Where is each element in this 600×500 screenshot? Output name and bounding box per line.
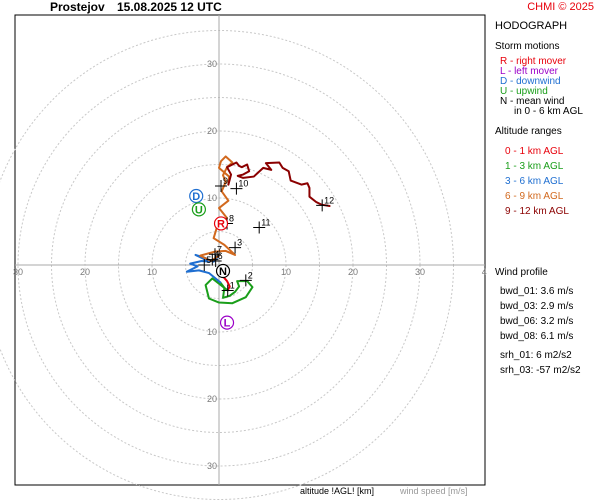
wind-profile-item-0: bwd_01: 3.6 m/s [500, 286, 574, 297]
altitude-range-item-1: 1 - 3 km AGL [505, 161, 564, 172]
hodograph-series-4 [226, 161, 331, 208]
valid-time: 15.08.2025 12 UTC [117, 0, 222, 14]
altitude-range-item-4: 9 - 12 km AGL [505, 206, 569, 217]
wind-profile-item-1: bwd_03: 2.9 m/s [500, 301, 574, 312]
altitude-range-item-3: 6 - 9 km AGL [505, 191, 564, 202]
altitude-marker-label: 8 [229, 213, 234, 223]
panel-title: HODOGRAPH [495, 20, 568, 32]
srh-item-1: srh_03: -57 m2/s2 [500, 365, 581, 376]
y-tick-label: 10 [207, 193, 217, 203]
storm-motion-marker [213, 216, 229, 231]
x-tick-label: 4 [482, 267, 487, 277]
altitude-unit-label: altitude !AGL! [km] [300, 486, 375, 496]
storm-motion-label: U [195, 204, 203, 216]
hodograph-series-1 [204, 277, 254, 305]
y-tick-label: 10 [207, 327, 217, 337]
storm-motion-item-1: L - left mover [500, 66, 558, 77]
x-tick-label: 20 [80, 267, 90, 277]
x-tick-label: 30 [13, 267, 23, 277]
altitude-marker-label: 2 [248, 270, 253, 280]
plot-frame [14, 14, 486, 486]
hodograph-series-3 [199, 155, 237, 262]
hodograph-series-0 [221, 274, 231, 292]
storm-motions-title: Storm motions [495, 41, 560, 52]
storm-motion-item-0: R - right mover [500, 56, 567, 67]
storm-motion-item-3: U - upwind [500, 86, 548, 97]
storm-motion-marker [191, 202, 206, 217]
altitude-marker-cross [253, 221, 266, 234]
storm-motion-marker [215, 263, 231, 279]
srh-item-0: srh_01: 6 m2/s2 [500, 350, 572, 361]
altitude-marker-label: 3 [237, 238, 242, 248]
storm-motion-item-2: D - downwind [500, 76, 561, 87]
y-tick-label: 30 [207, 461, 217, 471]
altitude-marker-label: 12 [324, 195, 334, 205]
altitude-ranges-title: Altitude ranges [495, 126, 562, 137]
altitude-marker-cross [239, 274, 252, 287]
y-tick-label: 30 [207, 59, 217, 69]
x-tick-label: 30 [415, 267, 425, 277]
wind-profile-item-3: bwd_08: 6.1 m/s [500, 331, 574, 342]
credit-link[interactable]: CHMI © 2025 [527, 1, 594, 13]
x-tick-label: 10 [147, 267, 157, 277]
altitude-marker-label: 1 [230, 280, 235, 290]
station-name: Prostejov [50, 0, 105, 14]
x-tick-label: 20 [348, 267, 358, 277]
altitude-marker-cross [316, 199, 329, 212]
altitude-marker-cross [221, 284, 234, 297]
altitude-range-item-0: 0 - 1 km AGL [505, 146, 564, 157]
altitude-marker-label: 6 [218, 251, 223, 261]
wind-profile-item-2: bwd_06: 3.2 m/s [500, 316, 574, 327]
wind-speed-unit-label: wind speed [m/s] [400, 486, 468, 496]
altitude-marker-cross [229, 241, 242, 254]
altitude-marker-label: 11 [261, 217, 270, 227]
altitude-marker-cross [206, 253, 219, 266]
x-tick-label: 10 [281, 267, 291, 277]
altitude-marker-label: 7 [217, 244, 222, 254]
storm-motion-item-4: N - mean wind [500, 96, 565, 107]
storm-motion-item-5: in 0 - 6 km AGL [514, 106, 583, 117]
storm-motion-label: L [224, 318, 231, 330]
altitude-marker-label: 10 [238, 179, 248, 189]
altitude-marker-label: 9 [223, 176, 228, 186]
altitude-marker-cross [230, 182, 243, 195]
altitude-marker-cross [198, 259, 211, 271]
storm-motion-marker [189, 188, 204, 204]
y-tick-label: 20 [207, 126, 217, 136]
altitude-marker-cross [215, 179, 228, 192]
storm-motion-marker [219, 315, 235, 330]
altitude-marker-cross [208, 248, 221, 261]
y-tick-label: 20 [207, 394, 217, 404]
wind-profile-title: Wind profile [495, 267, 548, 278]
storm-motion-label: N [219, 266, 227, 278]
storm-motion-label: D [192, 191, 200, 203]
altitude-marker-label: 5 [206, 255, 211, 265]
altitude-marker-cross [209, 254, 222, 267]
storm-motion-label: R [217, 218, 225, 230]
altitude-range-item-2: 3 - 6 km AGL [505, 176, 564, 187]
